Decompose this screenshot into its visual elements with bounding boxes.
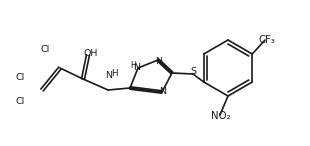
- Text: NO₂: NO₂: [211, 111, 231, 121]
- Text: N: N: [105, 72, 113, 80]
- Text: H: H: [111, 68, 117, 78]
- Text: H: H: [130, 60, 136, 69]
- Text: N: N: [134, 62, 140, 72]
- Text: Cl: Cl: [16, 98, 24, 106]
- Text: CF₃: CF₃: [259, 35, 276, 45]
- Text: N: N: [160, 86, 166, 95]
- Text: OH: OH: [84, 49, 98, 59]
- Text: Cl: Cl: [16, 73, 24, 82]
- Text: Cl: Cl: [40, 46, 50, 54]
- Text: N: N: [156, 57, 162, 66]
- Text: S: S: [190, 67, 196, 77]
